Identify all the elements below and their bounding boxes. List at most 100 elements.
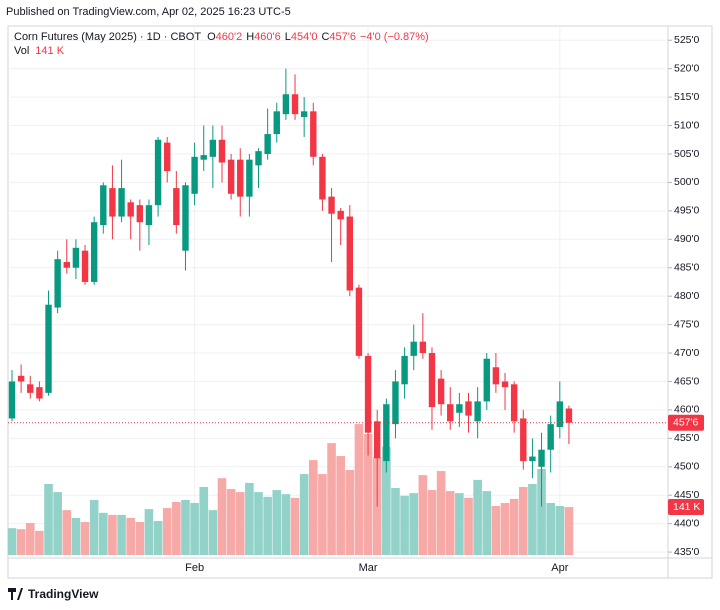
legend-title: Corn Futures (May 2025) · 1D · CBOT [14,31,201,43]
volume-bar [254,492,263,555]
y-tick-label: 445'0 [674,489,700,501]
legend-value: 460'6 [254,31,281,43]
volume-bar [400,495,409,555]
volume-bar [25,523,35,555]
candle-body [346,216,354,291]
volume-bar [108,514,117,555]
candle-body [474,401,481,422]
candle-body [109,188,116,217]
published-note: Published on TradingView.com, Apr 02, 20… [6,6,291,18]
candle-body [355,287,363,356]
volume-bar [181,499,190,555]
volume-bar [382,446,391,555]
legend-value: 460'2 [216,31,243,43]
volume-bar [455,493,464,555]
volume-bar [528,483,537,555]
candle-body [383,404,390,462]
candle-body [127,202,134,217]
volume-marker-label: 141 K [673,501,700,513]
candle-body [456,404,463,413]
volume-bar [99,512,108,555]
y-tick-label: 510'0 [674,119,700,131]
candle-body [164,142,171,172]
volume-marker-box [668,499,704,516]
candle-body [510,384,518,422]
legend-value: 457'6 [329,31,356,43]
volume-bar [235,492,245,555]
candle-body [501,381,509,388]
candle-body [328,196,335,214]
volume-bar [272,490,282,555]
candle-body [90,222,98,282]
volume-bar [473,479,482,555]
volume-bar [445,491,455,555]
volume-bar [299,474,309,555]
candle-body [437,378,445,405]
y-tick-label: 485'0 [674,262,700,274]
legend-key: C [321,31,329,43]
volume-bar [409,493,419,555]
volume-bar [117,514,126,555]
candle-body [81,250,89,282]
candle-body [300,111,308,118]
volume-bar [281,494,291,555]
volume-bar [135,522,145,555]
volume-bar [35,530,44,555]
last-price-box [668,414,704,431]
volume-bar [564,507,574,555]
brand: TradingView [8,587,99,601]
candle-body [118,188,125,217]
volume-bar [509,498,519,555]
candle-body [136,205,144,223]
candle-body [154,139,162,206]
volume-bar [7,528,17,555]
candle-body [565,408,573,423]
legend-vol-value: 141 K [35,45,64,57]
volume-bar [464,497,473,555]
volume-bar [354,424,364,555]
candle-body [401,355,408,385]
volume-bar [217,478,227,555]
brand-logo [8,588,23,600]
candle-body [255,151,262,166]
volume-bar [162,508,172,555]
volume-bar [44,483,53,555]
candle-body [556,401,563,427]
volume-bar [327,443,336,555]
candle-body [100,185,107,226]
volume-bar [172,501,181,555]
volume-bar [263,496,272,555]
candle-body [547,424,554,450]
y-tick-label: 525'0 [674,34,700,46]
volume-bar [89,499,99,555]
candle-body [17,375,25,382]
volume-bar [16,529,26,555]
volume-bar [391,488,400,555]
volume-bar [62,510,72,555]
volume-bar [482,491,492,555]
volume-bar [318,474,327,555]
candle-body [520,418,527,462]
volume-bar [345,470,355,555]
y-tick-label: 480'0 [674,290,700,302]
x-tick-label: Apr [551,562,568,574]
y-tick-label: 505'0 [674,148,700,160]
legend-change: −4'0 (−0.87%) [360,31,429,43]
volume-bar [336,456,345,555]
candle-body [54,259,61,308]
candle-body [465,401,472,416]
candle-body [264,134,271,154]
candle-body [538,449,545,467]
volume-bar [363,433,373,555]
volume-bar [555,506,565,555]
volume-bar [71,517,81,555]
candle-body [36,387,43,399]
volume-bar [427,490,437,555]
candle-body [227,159,235,194]
candle-body [392,381,399,425]
volume-bar [546,502,555,555]
volume-bar [126,517,135,555]
candle-body [419,341,427,354]
candles [8,68,573,507]
